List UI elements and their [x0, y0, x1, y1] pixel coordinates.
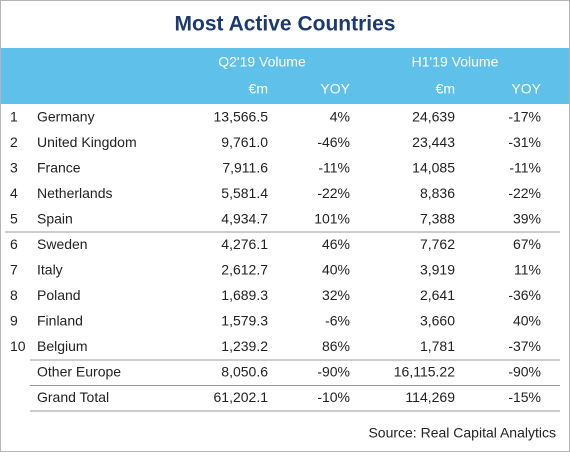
cell: 46% [322, 236, 350, 252]
cell: 1,781 [420, 338, 455, 354]
cell: 1,579.3 [221, 313, 268, 329]
cell: -22% [317, 185, 350, 201]
cell: -15% [508, 389, 541, 405]
cell: 67% [513, 236, 541, 252]
cell: 7,762 [420, 236, 455, 252]
country: United Kingdom [37, 134, 137, 150]
cell: 3,660 [420, 313, 455, 329]
cell: -11% [318, 160, 350, 176]
cell: 1,689.3 [221, 287, 268, 303]
cell: -6% [325, 313, 350, 329]
cell: -22% [508, 185, 541, 201]
cell: 4,934.7 [221, 211, 268, 227]
cell: 2,641 [420, 287, 455, 303]
cell: 61,202.1 [214, 389, 269, 405]
cell: 5,581.4 [221, 185, 268, 201]
country: Belgium [37, 338, 88, 354]
cell: 24,639 [412, 109, 455, 125]
rank: 6 [10, 236, 18, 252]
cell: -36% [508, 287, 541, 303]
cell: -90% [508, 364, 541, 380]
cell: 8,050.6 [221, 364, 268, 380]
rank: 10 [10, 338, 26, 354]
country: France [37, 160, 81, 176]
cell: 86% [322, 338, 350, 354]
rank: 3 [10, 160, 18, 176]
column-header: €m [249, 81, 268, 97]
cell: 16,115.22 [394, 364, 455, 380]
cell: 11% [514, 262, 541, 278]
cell: 14,085 [412, 160, 455, 176]
rank: 7 [10, 262, 18, 278]
cell: 32% [322, 287, 350, 303]
cell: 4,276.1 [221, 236, 268, 252]
country: Finland [37, 313, 83, 329]
group-header: H1'19 Volume [412, 54, 499, 70]
cell: 101% [314, 211, 350, 227]
cell: 9,761.0 [221, 134, 268, 150]
rank: 1 [10, 109, 18, 125]
country: Netherlands [37, 185, 113, 201]
country: Spain [37, 211, 73, 227]
header-band [1, 48, 569, 104]
cell: 39% [513, 211, 541, 227]
country: Italy [37, 262, 63, 278]
rank: 8 [10, 287, 18, 303]
country: Sweden [37, 236, 88, 252]
cell: 114,269 [405, 389, 455, 405]
cell: 7,388 [420, 211, 455, 227]
column-header: €m [436, 81, 455, 97]
cell: -90% [317, 364, 350, 380]
country: Other Europe [37, 364, 121, 380]
cell: -46% [317, 134, 350, 150]
cell: -37% [508, 338, 541, 354]
country: Poland [37, 287, 81, 303]
cell: -31% [508, 134, 541, 150]
cell: 23,443 [412, 134, 455, 150]
cell: 40% [322, 262, 350, 278]
rank: 5 [10, 211, 18, 227]
country: Grand Total [37, 389, 109, 405]
cell: -11% [509, 160, 541, 176]
column-header: YOY [320, 81, 350, 97]
cell: 1,239.2 [221, 338, 268, 354]
column-header: YOY [511, 81, 541, 97]
cell: 40% [513, 313, 541, 329]
rank: 4 [10, 185, 18, 201]
cell: 8,836 [420, 185, 455, 201]
cell: -17% [508, 109, 541, 125]
cell: -10% [317, 389, 350, 405]
source: Source: Real Capital Analytics [368, 425, 556, 441]
title: Most Active Countries [175, 13, 396, 36]
cell: 7,911.6 [222, 160, 268, 176]
rank: 9 [10, 313, 18, 329]
cell: 4% [330, 109, 350, 125]
country: Germany [37, 109, 95, 125]
cell: 3,919 [420, 262, 455, 278]
rank: 2 [10, 134, 18, 150]
cell: 2,612.7 [221, 262, 268, 278]
group-header: Q2'19 Volume [218, 54, 306, 70]
cell: 13,566.5 [214, 109, 269, 125]
